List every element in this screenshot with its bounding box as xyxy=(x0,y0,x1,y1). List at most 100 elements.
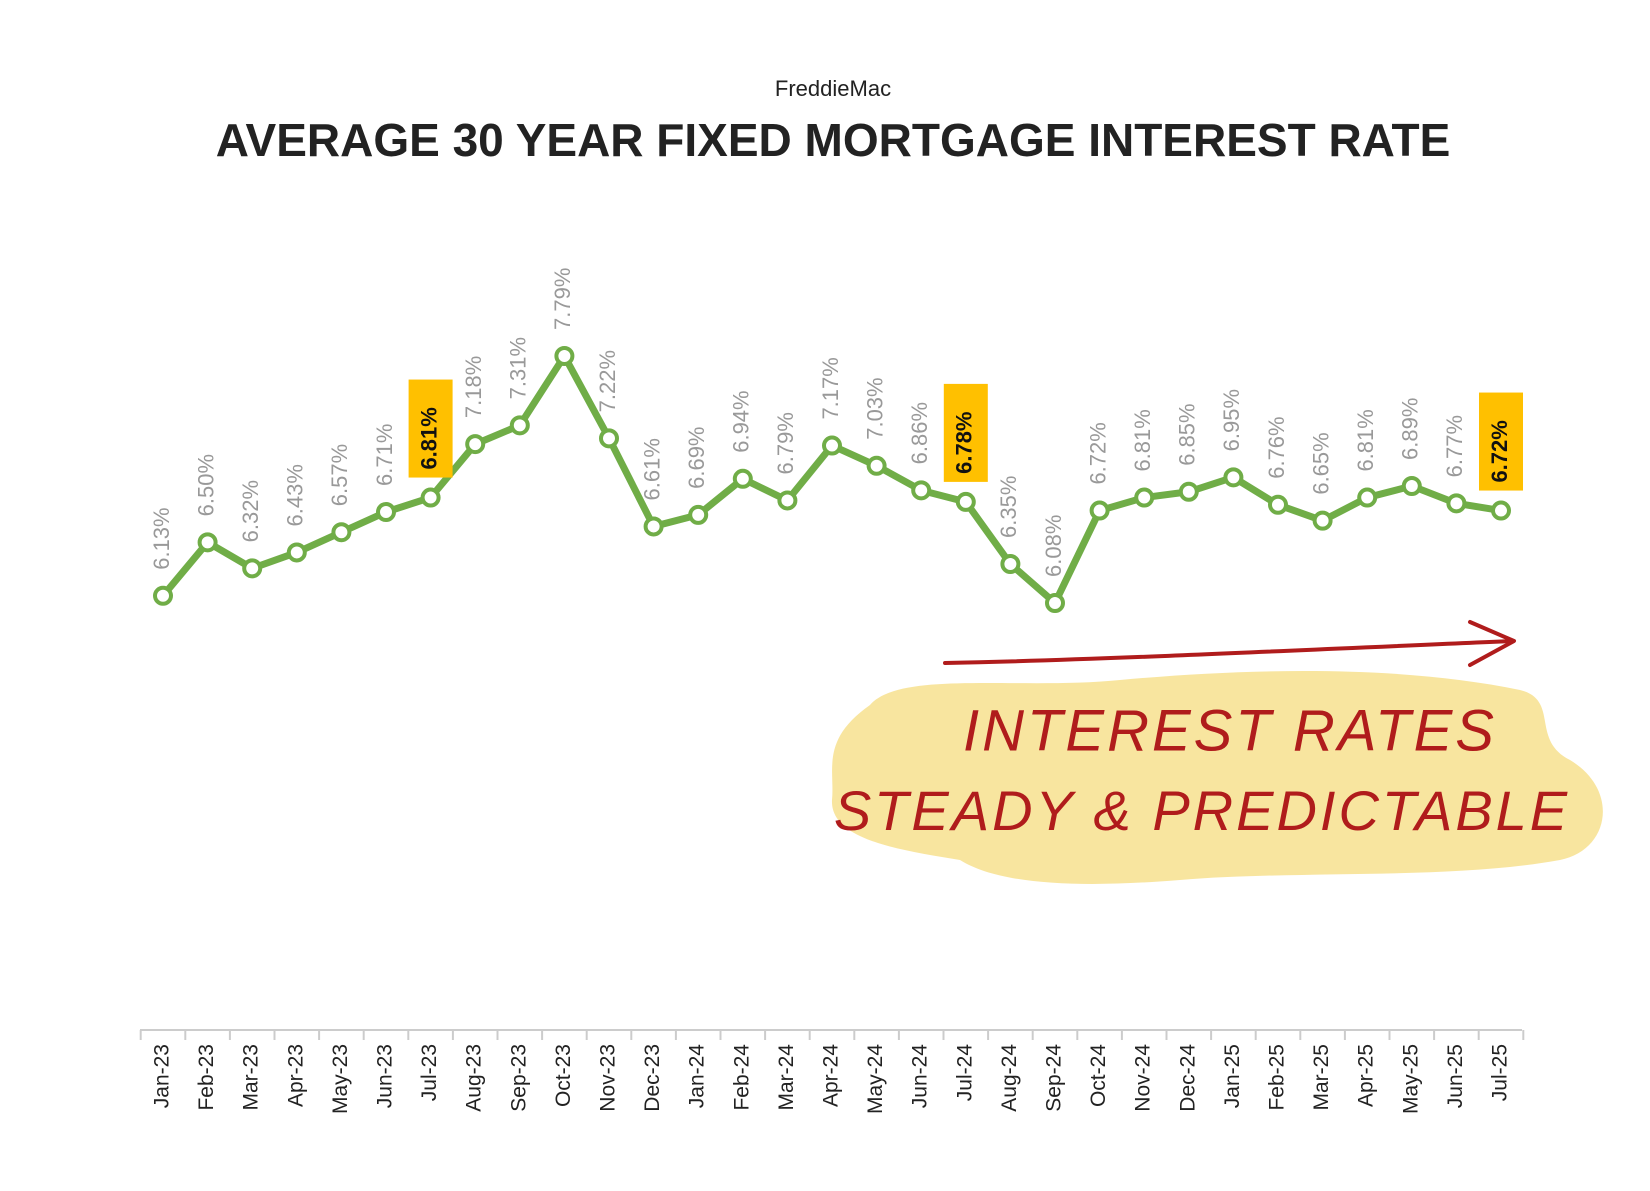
marker xyxy=(1491,500,1511,521)
marker xyxy=(465,434,486,455)
x-tick-label: Nov-23 xyxy=(597,1044,620,1112)
marker xyxy=(866,455,887,476)
x-tick-label: Feb-24 xyxy=(730,1044,753,1111)
marker xyxy=(1000,554,1021,574)
marker xyxy=(1223,467,1244,488)
x-tick-label: May-24 xyxy=(864,1044,887,1114)
value-label: 6.85% xyxy=(1175,403,1200,465)
x-tick-label: Nov-24 xyxy=(1132,1044,1155,1112)
x-tick-label: Jan-25 xyxy=(1221,1044,1244,1108)
marker xyxy=(1178,481,1199,502)
x-tick-label: Mar-25 xyxy=(1310,1044,1333,1111)
marker xyxy=(1312,510,1333,531)
x-tick-label: May-23 xyxy=(329,1044,352,1114)
arrow-head xyxy=(1468,620,1516,667)
value-label: 6.89% xyxy=(1398,398,1423,460)
marker xyxy=(732,468,753,489)
value-label: 6.32% xyxy=(238,480,263,542)
marker xyxy=(777,490,798,511)
marker xyxy=(1268,494,1288,515)
label-box xyxy=(1479,392,1523,491)
marker xyxy=(1045,593,1065,613)
value-label: 7.79% xyxy=(550,268,575,330)
x-tick-label: Jun-25 xyxy=(1444,1044,1467,1108)
marker xyxy=(376,502,396,522)
x-tick-label: Aug-23 xyxy=(463,1044,486,1112)
x-tick-label: Oct-23 xyxy=(552,1044,575,1107)
marker xyxy=(1446,493,1467,514)
marker xyxy=(599,428,619,449)
annotation-text: INTEREST RATES xyxy=(963,698,1497,763)
chart-subtitle: FreddieMac xyxy=(775,76,891,101)
value-label: 6.65% xyxy=(1308,432,1333,494)
marker xyxy=(643,516,664,537)
x-tick-label: Apr-24 xyxy=(820,1044,843,1107)
marker xyxy=(420,487,441,508)
value-label: 6.72% xyxy=(1085,422,1110,484)
x-tick-label: Jul-23 xyxy=(418,1044,441,1101)
value-label: 6.77% xyxy=(1442,415,1467,477)
marker xyxy=(1089,500,1110,521)
value-label: 6.81% xyxy=(1353,409,1378,471)
value-label: 6.81% xyxy=(1130,409,1155,471)
value-label-highlight: 6.81% xyxy=(416,407,441,469)
marker xyxy=(286,542,307,563)
value-label-highlight: 6.78% xyxy=(952,411,977,473)
marker xyxy=(331,522,352,543)
value-label: 6.08% xyxy=(1041,515,1066,577)
marker xyxy=(688,504,709,525)
label-box xyxy=(408,379,453,478)
annotation-text: STEADY & PREDICTABLE xyxy=(834,779,1570,842)
x-tick-label: Jun-24 xyxy=(909,1044,932,1109)
x-tick-label: Feb-23 xyxy=(195,1044,218,1111)
marker xyxy=(554,346,575,366)
marker xyxy=(1357,487,1378,508)
value-label: 6.61% xyxy=(639,438,664,500)
x-tick-label: Feb-25 xyxy=(1266,1044,1289,1111)
x-tick-label: May-25 xyxy=(1399,1044,1422,1114)
x-tick-label: Jan-24 xyxy=(686,1044,709,1109)
marker xyxy=(197,532,218,553)
value-label: 6.76% xyxy=(1264,416,1289,478)
value-label: 7.31% xyxy=(506,337,531,399)
value-label: 7.17% xyxy=(818,357,843,419)
label-box xyxy=(943,383,988,482)
marker xyxy=(242,558,263,579)
x-tick-label: Jul-24 xyxy=(953,1044,976,1102)
x-tick-label: Apr-23 xyxy=(284,1044,307,1107)
value-label: 6.86% xyxy=(907,402,932,464)
x-tick-label: Jun-23 xyxy=(374,1044,397,1108)
x-tick-label: Jan-23 xyxy=(151,1044,174,1108)
annotation: INTEREST RATES STEADY & PREDICTABLE xyxy=(834,698,1570,842)
value-label: 7.03% xyxy=(862,377,887,439)
x-tick-label: Dec-24 xyxy=(1176,1044,1199,1112)
x-tick-label: Mar-24 xyxy=(775,1044,798,1111)
marker xyxy=(509,415,530,436)
value-label: 7.18% xyxy=(461,356,486,418)
marker xyxy=(1401,476,1422,496)
highlight-blob xyxy=(831,670,1603,884)
value-label: 6.69% xyxy=(684,426,709,488)
marker xyxy=(153,585,173,606)
value-label: 6.35% xyxy=(996,476,1021,538)
x-tick-label: Mar-23 xyxy=(240,1044,263,1111)
x-tick-label: Sep-23 xyxy=(507,1044,530,1112)
marker xyxy=(1134,487,1155,508)
x-tick-label: Jul-25 xyxy=(1489,1044,1512,1101)
x-tick-label: Aug-24 xyxy=(998,1044,1021,1112)
marker xyxy=(911,480,932,501)
value-label-highlight: 6.72% xyxy=(1487,420,1512,482)
x-tick-label: Dec-23 xyxy=(641,1044,664,1112)
value-label: 6.50% xyxy=(193,454,218,516)
x-tick-label: Apr-25 xyxy=(1355,1044,1378,1107)
x-tick-label: Sep-24 xyxy=(1043,1044,1066,1112)
marker xyxy=(955,491,976,512)
value-label: 6.71% xyxy=(372,424,397,486)
x-tick-label: Oct-24 xyxy=(1087,1044,1110,1107)
value-label: 6.79% xyxy=(773,412,798,474)
arrow xyxy=(943,639,1514,665)
value-label: 6.57% xyxy=(327,444,352,506)
value-label: 7.22% xyxy=(595,350,620,412)
